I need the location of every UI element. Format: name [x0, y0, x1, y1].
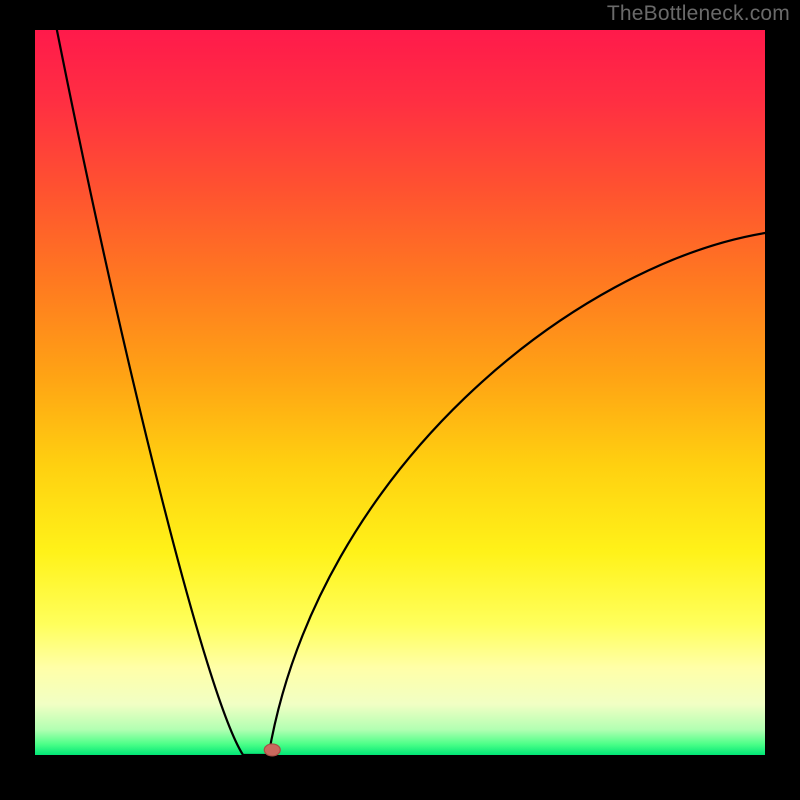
plot-background: [35, 30, 765, 755]
watermark-text: TheBottleneck.com: [607, 2, 790, 26]
chart-container: TheBottleneck.com: [0, 0, 800, 800]
bottleneck-chart: [0, 0, 800, 800]
optimum-marker: [264, 744, 280, 756]
